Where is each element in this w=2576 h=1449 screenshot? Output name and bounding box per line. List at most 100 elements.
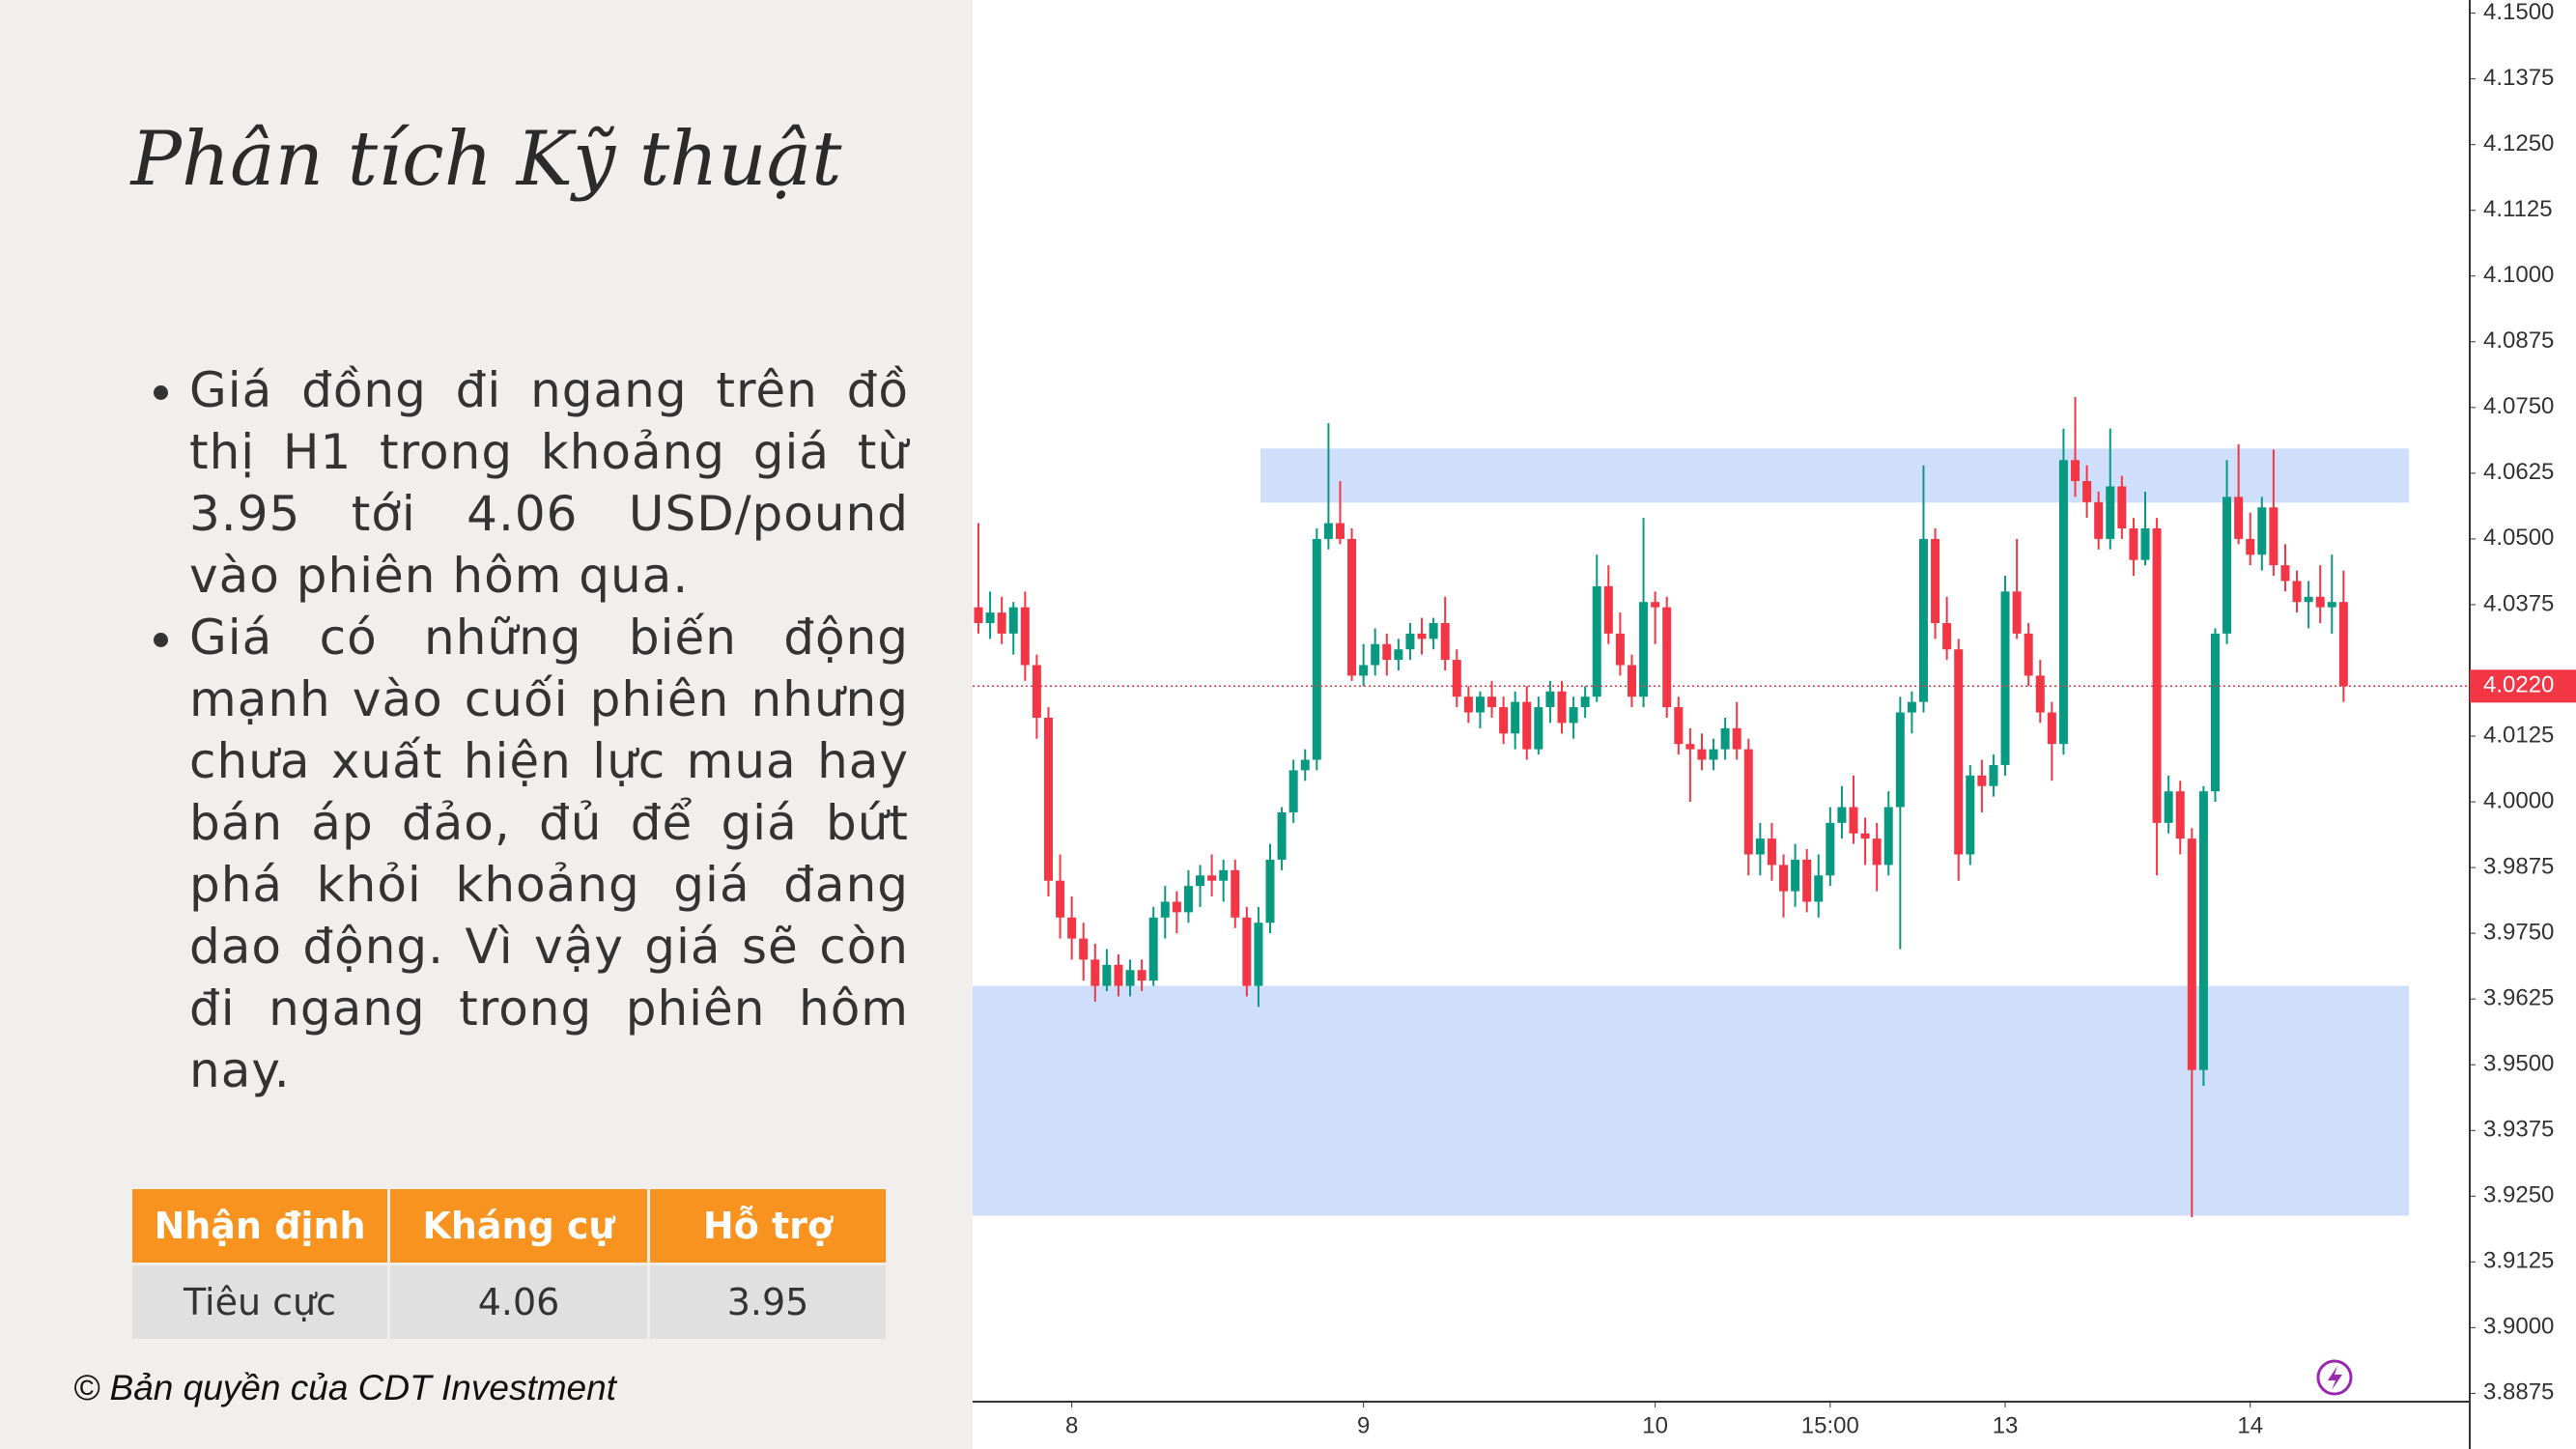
candle-body: [1720, 727, 1730, 750]
candle-body: [1569, 707, 1578, 724]
y-tick-label: 4.0000: [2483, 787, 2554, 813]
y-tick-label: 4.0625: [2483, 459, 2554, 485]
candle-body: [2140, 528, 2150, 560]
candle-body: [1405, 633, 1415, 650]
candle-body: [1359, 665, 1369, 676]
candle-body: [2187, 838, 2196, 1070]
candle-body: [1651, 602, 1660, 608]
candle-body: [1849, 807, 1858, 834]
y-tick-label: 4.0125: [2483, 722, 2554, 748]
zones: [973, 448, 2409, 1216]
candle-body: [2071, 460, 2081, 482]
candle-body: [997, 612, 1006, 634]
candle-body: [1207, 875, 1217, 881]
candle-body: [985, 612, 995, 623]
candle-body: [2129, 528, 2138, 560]
x-tick-label: 10: [1642, 1412, 1668, 1438]
candle-body: [1254, 923, 1263, 986]
candle-body: [1463, 696, 1473, 713]
bullet: Giá có những biến động mạnh vào cuối phi…: [189, 607, 909, 1101]
candle-body: [1603, 585, 1613, 634]
candle-body: [1499, 707, 1509, 734]
y-tick-label: 3.8875: [2483, 1379, 2554, 1406]
price-zone: [1260, 448, 2409, 503]
candle-body: [1312, 538, 1321, 760]
candle-body: [1883, 807, 1893, 866]
icon-bolt[interactable]: [2328, 1366, 2342, 1390]
text-panel: Phân tích Kỹ thuật Giá đồng đi ngang trê…: [0, 0, 973, 1449]
candle-body: [1814, 875, 1824, 902]
candle-body: [1615, 633, 1625, 666]
replay-icon[interactable]: [2316, 1359, 2353, 1396]
candle-body: [1429, 622, 1438, 639]
candle-body: [1475, 696, 1485, 713]
candle-body: [2292, 581, 2302, 603]
candle-body: [2269, 507, 2279, 566]
candle-body: [1090, 959, 1100, 986]
candle-body: [2117, 486, 2127, 529]
candle-body: [1534, 707, 1543, 750]
candle-body: [1219, 869, 1229, 881]
axis: 4.1500 4.1375 4.1250 4.1125 4.1000 4.0875 4.07…: [1065, 0, 2576, 1438]
candle-body: [2246, 538, 2255, 555]
candle-body: [1347, 538, 1357, 676]
candle-body: [1020, 607, 1030, 666]
candle-body: [2152, 528, 2162, 823]
candle-body: [1779, 865, 1789, 892]
candle-body: [1639, 602, 1649, 697]
candle-body: [1511, 701, 1520, 734]
icon-circle[interactable]: [2316, 1359, 2353, 1396]
summary-table: Nhận định Kháng cự Hỗ trợ Tiêu cực 4.06 …: [129, 1186, 889, 1342]
candle-body: [1371, 643, 1380, 666]
candle-body: [1977, 775, 1987, 786]
candle-body: [1231, 869, 1240, 918]
chart: 4.1500 4.1375 4.1250 4.1125 4.1000 4.0875 4.07…: [973, 0, 2576, 1449]
y-tick-label: 4.1000: [2483, 262, 2554, 288]
candle-body: [2257, 507, 2267, 555]
y-tick-label: 4.0375: [2483, 590, 2554, 616]
candle-body: [1860, 833, 1870, 839]
candle-body: [2175, 791, 2185, 839]
candle-body: [1043, 717, 1053, 881]
table-header: Hỗ trợ: [650, 1189, 886, 1263]
candle-body: [2106, 486, 2115, 539]
y-tick-label: 3.9875: [2483, 853, 2554, 879]
candle-body: [2000, 591, 2010, 765]
last-price-label: 4.0220: [2483, 672, 2554, 698]
candle-body: [1032, 665, 1041, 718]
candle-body: [1872, 838, 1882, 866]
candle-body: [2280, 565, 2290, 582]
y-tick-label: 4.1125: [2483, 196, 2553, 222]
candle-body: [2047, 712, 2056, 745]
y-tick-label: 4.0500: [2483, 525, 2554, 551]
candle-body: [1545, 691, 1555, 708]
candle-body: [1172, 901, 1181, 913]
candle-body: [1942, 622, 1952, 650]
candle-body: [2024, 633, 2033, 676]
candle-body: [1160, 901, 1170, 918]
table-cell: 3.95: [650, 1265, 886, 1339]
candle-body: [1791, 859, 1800, 892]
candle-body: [1592, 585, 1601, 697]
candle-body: [1382, 643, 1392, 661]
candle-body: [1826, 822, 1835, 876]
candle-body: [2210, 633, 2220, 792]
candle-body: [2058, 460, 2068, 745]
candle-body: [1394, 649, 1403, 661]
candle-body: [1522, 701, 1532, 750]
candle-body: [1323, 523, 1333, 539]
candle-body: [2164, 791, 2173, 823]
slide-title: Phân tích Kỹ thuật: [130, 116, 842, 203]
plot: [973, 396, 2470, 1218]
candle-body: [1709, 749, 1718, 760]
candle-body: [1966, 775, 1975, 855]
candle-body: [1697, 749, 1707, 760]
candle-body: [1265, 859, 1275, 923]
bullet-list: Giá đồng đi ngang trên đồ thị H1 trong k…: [145, 359, 909, 1101]
candle-body: [1452, 660, 1461, 697]
candle-body: [1954, 649, 1964, 855]
candle-body: [1557, 691, 1567, 724]
y-tick-label: 4.0875: [2483, 327, 2554, 354]
candle-body: [1662, 607, 1672, 708]
table-cell: Tiêu cực: [132, 1265, 387, 1339]
